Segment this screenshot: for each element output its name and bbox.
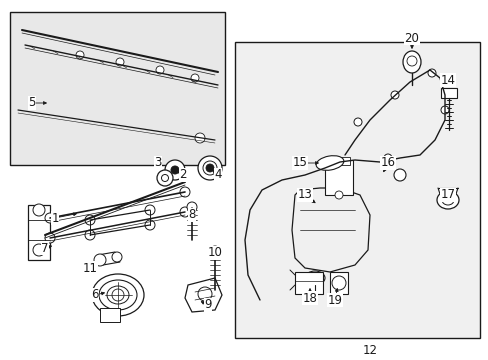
Text: 8: 8 <box>188 208 195 221</box>
Circle shape <box>331 276 346 290</box>
Text: 3: 3 <box>154 157 162 170</box>
Circle shape <box>116 58 124 66</box>
Text: 6: 6 <box>91 288 99 302</box>
Ellipse shape <box>107 286 129 304</box>
Circle shape <box>45 213 55 223</box>
Circle shape <box>198 287 212 301</box>
Ellipse shape <box>441 195 453 205</box>
Circle shape <box>205 164 214 172</box>
Circle shape <box>191 74 199 82</box>
Text: 13: 13 <box>297 189 312 202</box>
Ellipse shape <box>92 274 143 316</box>
Circle shape <box>180 207 190 217</box>
Text: 16: 16 <box>380 157 395 170</box>
Text: 1: 1 <box>51 211 59 225</box>
Circle shape <box>85 230 95 240</box>
Circle shape <box>195 133 204 143</box>
Text: 19: 19 <box>327 293 342 306</box>
Circle shape <box>33 204 45 216</box>
Circle shape <box>145 205 155 215</box>
Text: 11: 11 <box>82 261 97 274</box>
FancyBboxPatch shape <box>28 205 50 260</box>
Circle shape <box>440 106 448 114</box>
Text: 7: 7 <box>41 242 49 255</box>
FancyBboxPatch shape <box>327 157 349 165</box>
Circle shape <box>85 215 95 225</box>
Text: 17: 17 <box>440 189 454 202</box>
Circle shape <box>406 56 416 66</box>
Text: 18: 18 <box>302 292 317 305</box>
Circle shape <box>76 51 84 59</box>
Text: 5: 5 <box>28 96 36 109</box>
Circle shape <box>353 118 361 126</box>
Circle shape <box>145 220 155 230</box>
Text: 10: 10 <box>207 247 222 260</box>
Circle shape <box>112 252 122 262</box>
Circle shape <box>156 66 163 74</box>
Circle shape <box>309 273 319 283</box>
FancyBboxPatch shape <box>10 12 224 165</box>
Circle shape <box>209 246 220 256</box>
FancyBboxPatch shape <box>294 272 323 294</box>
Circle shape <box>180 187 190 197</box>
FancyBboxPatch shape <box>440 88 456 98</box>
Circle shape <box>94 254 106 266</box>
FancyBboxPatch shape <box>329 272 347 294</box>
Circle shape <box>33 244 45 256</box>
Circle shape <box>157 170 173 186</box>
Text: 2: 2 <box>179 168 186 181</box>
Text: 12: 12 <box>362 343 377 356</box>
Circle shape <box>112 289 124 301</box>
Ellipse shape <box>316 156 343 170</box>
Ellipse shape <box>436 191 458 209</box>
Circle shape <box>164 160 184 180</box>
Ellipse shape <box>198 156 222 180</box>
Circle shape <box>171 166 179 174</box>
Circle shape <box>383 154 391 162</box>
Ellipse shape <box>203 161 217 175</box>
Circle shape <box>334 191 342 199</box>
Circle shape <box>186 202 197 212</box>
FancyBboxPatch shape <box>325 160 352 195</box>
Text: 9: 9 <box>204 298 211 311</box>
FancyBboxPatch shape <box>100 308 120 322</box>
Text: 14: 14 <box>440 73 454 86</box>
FancyBboxPatch shape <box>235 42 479 338</box>
Text: 4: 4 <box>214 168 221 181</box>
Circle shape <box>427 69 435 77</box>
Circle shape <box>45 233 55 243</box>
Ellipse shape <box>305 271 325 285</box>
Circle shape <box>393 169 405 181</box>
Circle shape <box>161 175 168 181</box>
Text: 20: 20 <box>404 31 419 45</box>
Text: 15: 15 <box>292 157 307 170</box>
Ellipse shape <box>402 51 420 73</box>
Ellipse shape <box>99 280 137 310</box>
Circle shape <box>390 91 398 99</box>
